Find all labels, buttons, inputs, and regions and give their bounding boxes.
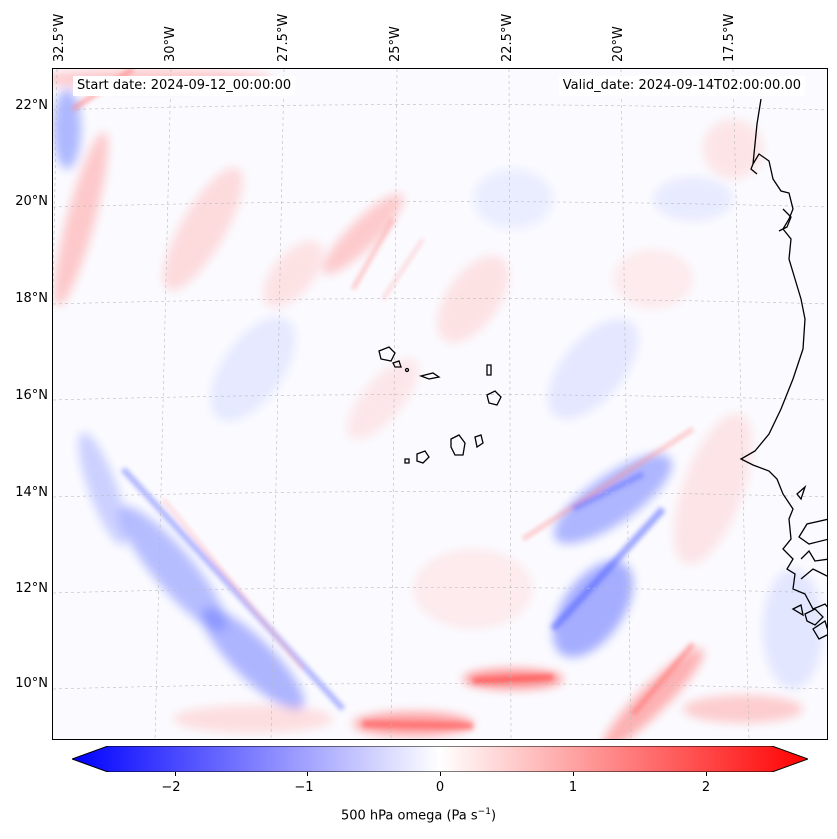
colorbar-tick [307, 772, 308, 776]
lat-label: 12°N [15, 581, 48, 596]
colorbar-label-close: ) [490, 808, 497, 824]
lat-label: 16°N [15, 388, 48, 403]
colorbar-canvas [70, 745, 810, 773]
map-canvas [53, 69, 827, 739]
valid-date-label: Valid_date: 2024-09-14T02:00:00.00 [558, 76, 805, 96]
omega-map[interactable] [52, 68, 828, 740]
start-date-label: Start date: 2024-09-12_00:00:00 [73, 76, 296, 96]
colorbar-tick-label: −1 [294, 780, 314, 795]
lon-label: 20°W [611, 26, 626, 62]
colorbar-label-text: 500 hPa omega (Pa s [340, 808, 478, 824]
colorbar-tick-label: −2 [161, 780, 181, 795]
lat-label: 20°N [15, 194, 48, 209]
lon-label: 17.5°W [722, 13, 737, 62]
lat-label: 10°N [15, 676, 48, 691]
colorbar-label: 500 hPa omega (Pa s−1) [0, 807, 837, 823]
colorbar-tick-label: 2 [701, 780, 711, 795]
colorbar-tick [573, 772, 574, 776]
cape-verde-islands [378, 346, 502, 464]
colorbar-tick-label: 0 [435, 780, 445, 795]
lon-label: 25°W [388, 26, 403, 62]
colorbar-gradient [70, 745, 810, 773]
colorbar-tick [440, 772, 441, 776]
coastline [739, 98, 827, 640]
omega-field [53, 69, 823, 739]
lon-label: 32.5°W [52, 13, 67, 62]
lat-label: 18°N [15, 291, 48, 306]
lon-label: 27.5°W [276, 13, 291, 62]
lon-label: 22.5°W [500, 13, 515, 62]
colorbar-tick-label: 1 [568, 780, 578, 795]
colorbar-tick [706, 772, 707, 776]
colorbar [70, 745, 810, 773]
lon-label: 30°W [163, 26, 178, 62]
graticule [53, 69, 827, 739]
lat-label: 14°N [15, 485, 48, 500]
colorbar-tick [175, 772, 176, 776]
lat-label: 22°N [15, 98, 48, 113]
colorbar-label-exponent: −1 [477, 807, 491, 817]
